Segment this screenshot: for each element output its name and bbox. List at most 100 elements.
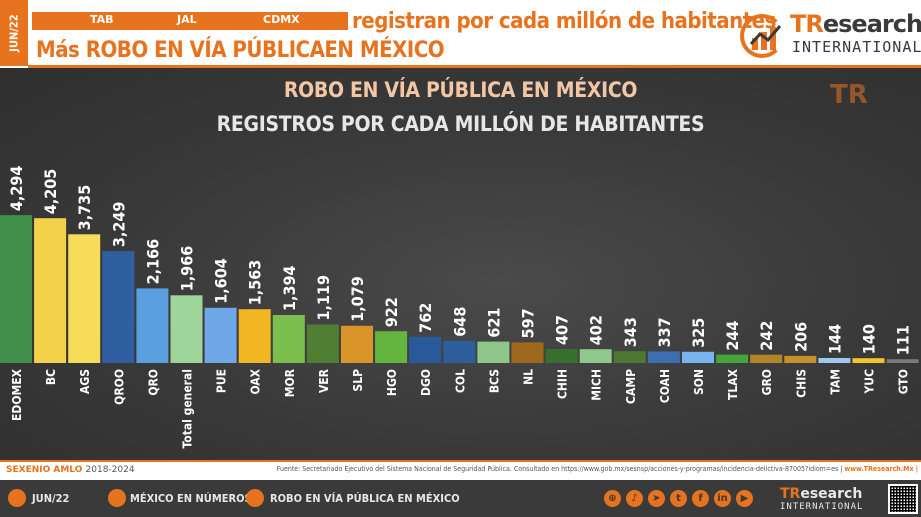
bar-tam	[818, 358, 851, 363]
value-label: 144	[825, 324, 844, 354]
value-label: 762	[416, 303, 435, 333]
bar-gto	[886, 359, 919, 363]
bottom-date: JUN/22	[32, 492, 70, 505]
tag-cdmx: CDMX	[263, 13, 300, 26]
value-label: 1,394	[280, 265, 299, 311]
date-tab: JUN/22	[0, 0, 28, 66]
category-label: OAX	[249, 368, 263, 394]
value-label: 325	[689, 318, 708, 348]
value-label: 597	[519, 308, 538, 338]
tag-tab: TAB	[90, 13, 114, 26]
category-label: EDOMEX	[10, 368, 24, 421]
value-label: 648	[450, 307, 469, 337]
value-label: 621	[484, 308, 503, 338]
bar-slp	[341, 325, 373, 363]
bar-qroo	[102, 251, 135, 363]
value-label: 140	[860, 324, 879, 354]
category-label: Total general	[181, 369, 195, 448]
value-label: 4,205	[41, 169, 60, 215]
value-label: 111	[894, 325, 913, 355]
sexenio-label: SEXENIO AMLO 2018-2024	[6, 465, 135, 475]
category-label: GTO	[897, 369, 911, 394]
category-label: AGS	[78, 369, 92, 394]
bar-oax	[238, 309, 271, 363]
category-label: SON	[692, 369, 706, 395]
bar-bc	[34, 218, 67, 363]
site-link[interactable]: www.TResearch.Mx |	[844, 465, 918, 473]
bar-edomex	[0, 215, 32, 363]
category-label: PUE	[215, 369, 229, 393]
value-label: 3,735	[75, 185, 94, 231]
value-label: 337	[655, 317, 674, 347]
value-label: 1,119	[314, 275, 333, 321]
bar-yuc	[852, 358, 885, 363]
category-label: COL	[453, 369, 467, 393]
bar-chih	[545, 349, 578, 363]
bar-nl	[511, 342, 544, 363]
category-label: GRO	[760, 369, 774, 395]
bar-dgo	[409, 336, 442, 363]
bottom-topic[interactable]: ROBO EN VÍA PÚBLICA EN MÉXICO	[270, 492, 460, 505]
value-label: 242	[757, 321, 776, 351]
category-label: CHIS	[794, 369, 808, 398]
category-label: MICH	[590, 369, 604, 401]
bar-gro	[750, 354, 783, 363]
map-pin-icon	[108, 489, 126, 507]
header-divider	[28, 65, 921, 68]
value-label: 206	[791, 322, 810, 352]
category-label: TLAX	[726, 368, 740, 400]
tiktok-icon[interactable]: ♪	[626, 490, 643, 507]
source-note: Fuente: Secretariado Ejecutivo del Siste…	[276, 465, 918, 473]
value-label: 922	[382, 297, 401, 327]
bar-camp	[613, 351, 646, 363]
tresearch-logo[interactable]: TResearch INTERNATIONAL	[740, 10, 921, 60]
chart-subtitle: REGISTROS POR CADA MILLÓN DE HABITANTES	[216, 112, 705, 136]
bar-pue	[204, 307, 237, 363]
category-label: CHIH	[556, 369, 570, 399]
category-label: QROO	[112, 369, 126, 405]
facebook-icon[interactable]: f	[692, 490, 709, 507]
category-label: VER	[317, 368, 331, 393]
bar-coah	[647, 351, 680, 363]
bar-tlax	[716, 354, 749, 363]
youtube-icon[interactable]: ▶	[736, 490, 753, 507]
category-label: SLP	[351, 369, 365, 392]
bottom-bar: JUN/22 MÉXICO EN NÚMEROS ROBO EN VÍA PÚB…	[0, 480, 921, 517]
bar-bcs	[477, 341, 510, 363]
bar-col	[443, 340, 476, 363]
qr-code[interactable]	[888, 484, 918, 514]
category-label: COAH	[658, 369, 672, 403]
category-label: YUC	[863, 369, 877, 395]
value-label: 402	[587, 315, 606, 345]
state-tags: TAB JAL CDMX	[32, 12, 348, 30]
bar-hgo	[375, 331, 408, 363]
bottom-logo[interactable]: TResearch INTERNATIONAL	[780, 486, 864, 512]
category-label: HGO	[385, 369, 399, 396]
bar-mor	[272, 315, 305, 363]
chart-title: ROBO EN VÍA PÚBLICA EN MÉXICO	[283, 78, 638, 102]
bar-total-general	[170, 295, 203, 363]
value-label: 1,563	[246, 260, 265, 306]
bar-qro	[136, 288, 169, 363]
value-label: 1,079	[348, 276, 367, 322]
linkedin-icon[interactable]: in	[714, 490, 731, 507]
logo-name: TResearch	[790, 10, 921, 38]
logo-bars-icon	[750, 25, 782, 50]
bar-ags	[68, 234, 101, 363]
value-label: 2,166	[143, 239, 162, 285]
value-label: 4,294	[7, 166, 26, 212]
telegram-icon[interactable]: ➤	[648, 490, 665, 507]
bar-chis	[784, 355, 817, 363]
value-label: 244	[723, 321, 742, 351]
bar-mich	[579, 349, 612, 363]
logo-ring-icon	[740, 14, 784, 58]
twitter-icon[interactable]: t	[670, 490, 687, 507]
bottom-section[interactable]: MÉXICO EN NÚMEROS	[130, 492, 252, 505]
value-label: 1,604	[212, 258, 231, 304]
globe-icon[interactable]: ⊕	[604, 490, 621, 507]
tag-jal: JAL	[177, 13, 197, 26]
category-label: BC	[44, 369, 58, 385]
bar-chart: 4,294 EDOMEX 4,205 BC 3,735 AGS 3,249 QROO 2,166…	[0, 166, 919, 448]
category-label: DGO	[419, 369, 433, 396]
category-label: NL	[522, 369, 536, 385]
